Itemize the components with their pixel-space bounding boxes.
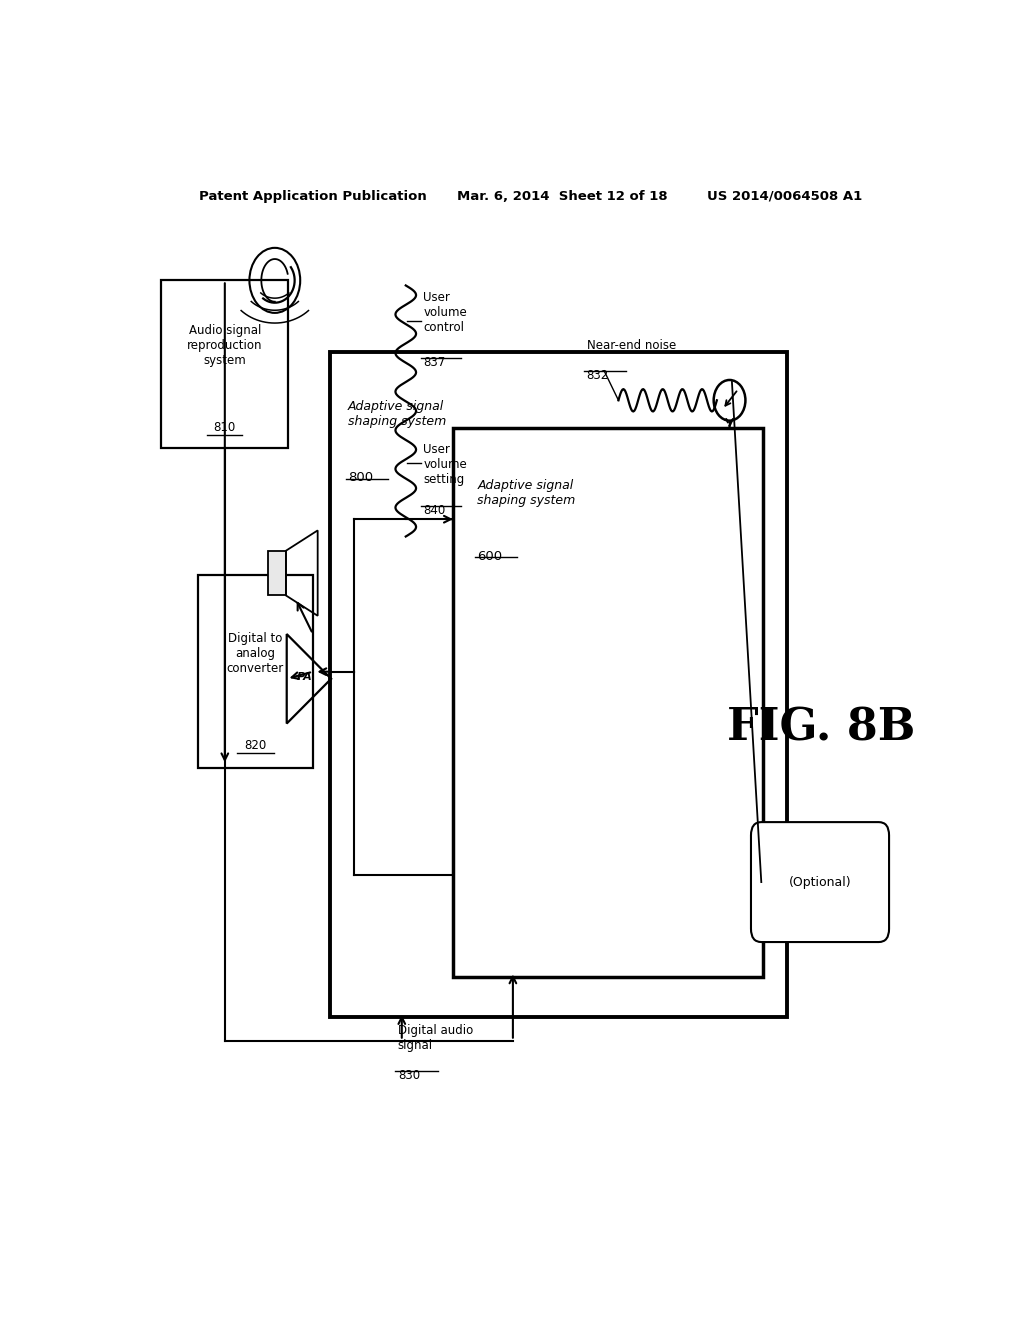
Bar bbox=[331, 351, 786, 1018]
Text: Mar. 6, 2014  Sheet 12 of 18: Mar. 6, 2014 Sheet 12 of 18 bbox=[458, 190, 668, 202]
Text: Patent Application Publication: Patent Application Publication bbox=[200, 190, 427, 202]
Text: Near-end noise: Near-end noise bbox=[587, 339, 676, 352]
Text: Adaptive signal
shaping system: Adaptive signal shaping system bbox=[477, 479, 575, 507]
Text: 800: 800 bbox=[348, 471, 373, 484]
Text: 820: 820 bbox=[245, 739, 266, 752]
Text: 837: 837 bbox=[423, 355, 445, 368]
Text: User
volume
control: User volume control bbox=[423, 290, 467, 334]
Bar bbox=[268, 550, 286, 595]
Text: Adaptive signal
shaping system: Adaptive signal shaping system bbox=[348, 400, 446, 428]
Text: 832: 832 bbox=[587, 368, 609, 381]
Text: Audio signal
reproduction
system: Audio signal reproduction system bbox=[187, 325, 262, 367]
Text: 600: 600 bbox=[477, 549, 503, 562]
Text: US 2014/0064508 A1: US 2014/0064508 A1 bbox=[708, 190, 862, 202]
Text: 840: 840 bbox=[423, 504, 445, 517]
Bar bbox=[162, 280, 289, 447]
Text: Digital to
analog
converter: Digital to analog converter bbox=[226, 632, 284, 675]
Text: 810: 810 bbox=[214, 421, 236, 434]
Text: (Optional): (Optional) bbox=[788, 875, 851, 888]
FancyBboxPatch shape bbox=[751, 822, 889, 942]
Bar bbox=[198, 576, 313, 768]
Text: Digital audio
signal: Digital audio signal bbox=[397, 1024, 473, 1052]
Text: 830: 830 bbox=[397, 1069, 420, 1082]
Bar bbox=[454, 428, 763, 977]
Text: PA: PA bbox=[297, 672, 313, 681]
Text: FIG. 8B: FIG. 8B bbox=[727, 706, 915, 748]
Text: User
volume
setting: User volume setting bbox=[423, 444, 467, 486]
